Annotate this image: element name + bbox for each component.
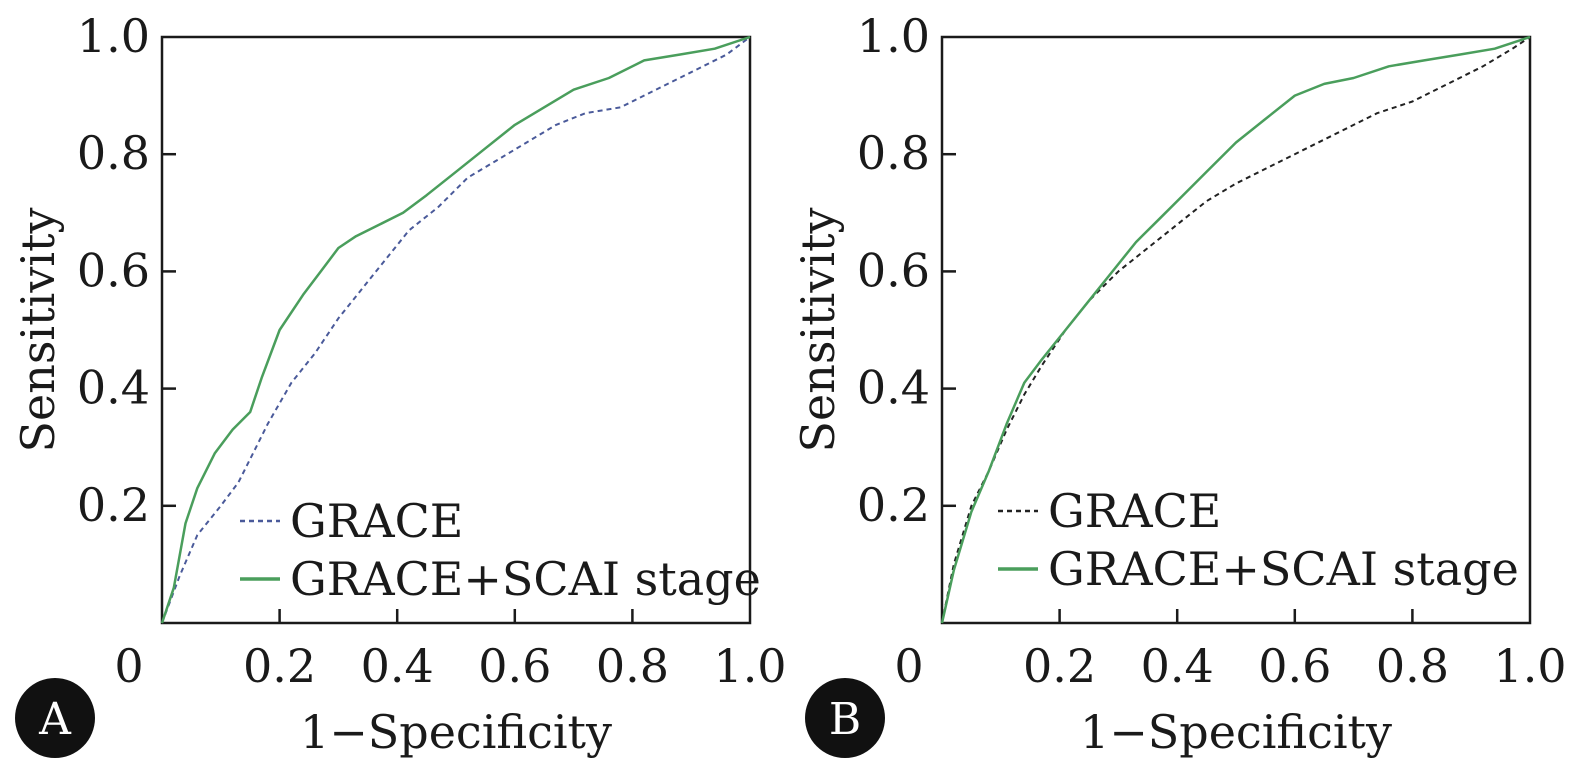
legend-label-grace: GRACE [1048,484,1221,538]
x-tick-label: 0.4 [1141,639,1214,693]
y-tick-label: 0.8 [857,126,930,180]
x-tick-label: 0.6 [1258,639,1331,693]
y-tick-label: 1.0 [857,9,930,63]
y-tick-label: 0.6 [77,243,150,297]
panel-badge-label: B [829,694,861,745]
panel-a: 0 0.2 0.4 0.6 0.8 1.0 0.2 0.4 0.6 0.8 1.0 1−Specifi… [11,9,787,759]
y-tick-label: 0.4 [77,361,150,415]
plot-frame [160,35,752,625]
y-tick-label: 0.2 [857,478,930,532]
x-tick-label: 1.0 [713,639,786,693]
x-axis-label: 1−Specificity [300,705,612,759]
panel-b: 0 0.2 0.4 0.6 0.8 1.0 0.2 0.4 0.6 0.8 1.0 1−Specifi… [791,9,1567,759]
x-tick-label: 0 [894,639,923,693]
y-axis-label: Sensitivity [11,207,65,452]
series-line-grace-scai [940,35,1531,624]
x-tick-label: 0.6 [478,639,551,693]
legend-label-grace: GRACE [290,494,463,548]
x-tick-label: 0.8 [596,639,669,693]
panel-badge-b [805,678,885,758]
legend-label-grace-scai: GRACE+SCAI stage [290,552,761,606]
series-line-grace-scai [160,35,751,624]
y-tick-label: 0.4 [857,361,930,415]
x-tick-label: 0.8 [1376,639,1449,693]
y-axis-label: Sensitivity [791,207,845,452]
series-line-grace [161,36,751,624]
legend-label-grace-scai: GRACE+SCAI stage [1048,542,1519,596]
y-tick-label: 0.2 [77,478,150,532]
y-tick-label: 0.6 [857,243,930,297]
x-tick-label: 1.0 [1493,639,1566,693]
series-line-grace [941,36,1531,624]
x-axis-label: 1−Specificity [1080,705,1392,759]
plot-frame [940,35,1532,625]
x-tick-label: 0.2 [243,639,316,693]
x-tick-label: 0.4 [361,639,434,693]
panel-badge-label: A [38,694,72,745]
y-tick-label: 1.0 [77,9,150,63]
x-tick-label: 0.2 [1023,639,1096,693]
x-tick-label: 0 [114,639,143,693]
panel-badge-a [15,678,95,758]
y-tick-label: 0.8 [77,126,150,180]
